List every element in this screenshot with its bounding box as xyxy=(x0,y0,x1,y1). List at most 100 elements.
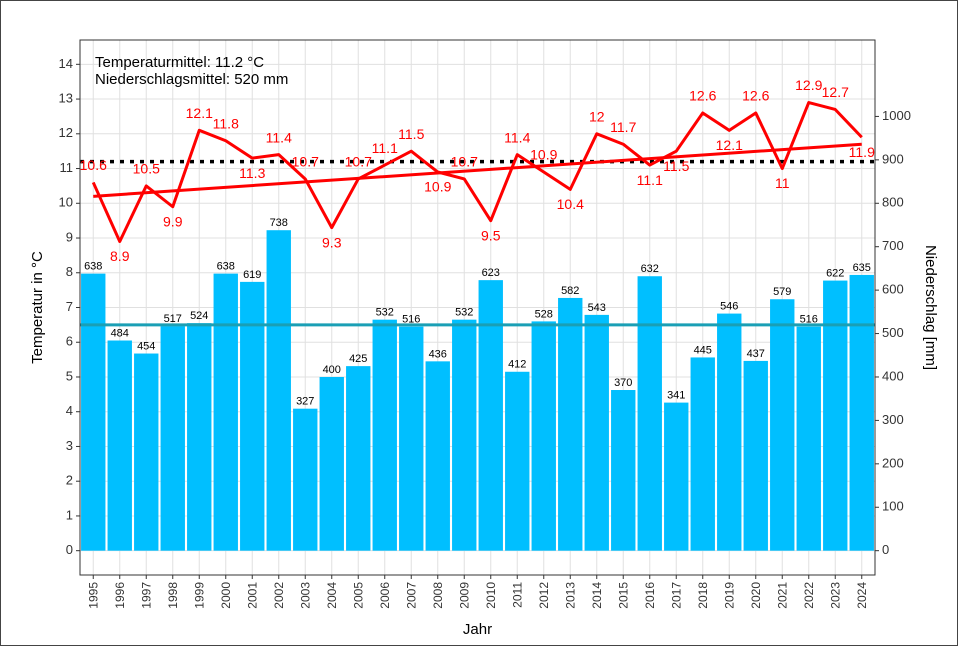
bar xyxy=(584,314,609,551)
x-tick-label: 2016 xyxy=(643,582,657,609)
annotation: Niederschlagsmittel: 520 mm xyxy=(95,71,288,88)
bar-label: 517 xyxy=(164,313,182,325)
y-tick-label: 9 xyxy=(66,229,73,244)
bar-label: 622 xyxy=(826,267,844,279)
bar-label: 738 xyxy=(270,217,288,229)
bar-label: 370 xyxy=(614,377,632,389)
x-tick-label: 2000 xyxy=(219,582,233,609)
temperature-label: 9.9 xyxy=(163,213,183,229)
temperature-label: 11.1 xyxy=(637,172,663,188)
bar xyxy=(505,371,530,551)
bar-label: 638 xyxy=(84,261,102,273)
temperature-label: 10.7 xyxy=(451,154,478,170)
y2-tick-label: 0 xyxy=(882,542,889,557)
bar-label: 632 xyxy=(641,263,659,275)
x-tick-label: 2014 xyxy=(590,582,604,609)
trend-line xyxy=(93,142,862,198)
temperature-label: 12.1 xyxy=(716,137,743,153)
y2-axis-title: Niederschlag [mm] xyxy=(922,245,939,370)
bar-label: 528 xyxy=(535,308,553,320)
plot-border xyxy=(79,39,876,576)
temperature-label: 10.7 xyxy=(292,154,319,170)
x-tick-label: 1998 xyxy=(166,582,180,609)
y-tick-label: 7 xyxy=(66,299,73,314)
temperature-label: 10.5 xyxy=(133,161,160,177)
x-tick-label: 1995 xyxy=(86,582,100,609)
x-tick-label: 2010 xyxy=(484,582,498,609)
temperature-label: 11 xyxy=(775,175,790,191)
bar-label: 638 xyxy=(217,261,235,273)
y-tick-label: 12 xyxy=(59,125,73,140)
y-tick-label: 10 xyxy=(59,195,73,210)
bar-label: 546 xyxy=(720,300,738,312)
x-tick-label: 2017 xyxy=(669,582,683,609)
y-tick-label: 3 xyxy=(66,438,73,453)
bar xyxy=(558,297,583,551)
bar xyxy=(664,402,689,551)
bar xyxy=(266,230,291,551)
bar-label: 425 xyxy=(349,353,367,365)
temperature-label: 11.9 xyxy=(849,144,875,160)
temperature-label: 10.9 xyxy=(424,179,451,195)
y2-tick-label: 700 xyxy=(882,238,904,253)
temperature-label: 11.8 xyxy=(213,115,239,131)
bar xyxy=(107,340,132,551)
annotation: Temperaturmittel: 11.2 °C xyxy=(95,54,264,71)
bar xyxy=(531,321,556,551)
temperature-label: 12.1 xyxy=(186,105,213,121)
x-tick-label: 2008 xyxy=(431,582,445,609)
x-tick-label: 1999 xyxy=(192,582,206,609)
temperature-label: 12.6 xyxy=(689,88,716,104)
temperature-label: 10.7 xyxy=(345,154,372,170)
temperature-label: 12.6 xyxy=(742,88,769,104)
y2-tick-label: 800 xyxy=(882,195,904,210)
temperature-label: 12 xyxy=(589,109,605,125)
y-tick-label: 11 xyxy=(60,160,74,175)
bar-label: 635 xyxy=(853,262,871,274)
bar xyxy=(743,360,768,551)
bar-label: 454 xyxy=(137,340,155,352)
bar-label: 532 xyxy=(376,307,394,319)
bar xyxy=(187,323,212,551)
bar xyxy=(399,326,424,551)
x-tick-label: 2015 xyxy=(616,582,630,609)
x-tick-label: 2003 xyxy=(298,582,312,609)
x-tick-label: 2001 xyxy=(245,582,259,609)
temperature-label: 9.3 xyxy=(322,234,342,250)
bar-label: 341 xyxy=(667,390,685,402)
x-tick-label: 2013 xyxy=(563,582,577,609)
y-tick-label: 8 xyxy=(66,264,73,279)
bar-label: 619 xyxy=(243,269,261,281)
x-tick-label: 2011 xyxy=(510,582,524,608)
x-tick-label: 2007 xyxy=(404,582,418,609)
temperature-label: 8.9 xyxy=(110,248,130,264)
bar-label: 579 xyxy=(773,286,791,298)
x-tick-label: 2024 xyxy=(855,582,869,609)
y-tick-label: 6 xyxy=(66,334,73,349)
temperature-label: 10.4 xyxy=(557,196,584,212)
x-axis-title: Jahr xyxy=(463,621,492,638)
bar xyxy=(293,408,318,551)
temperature-label: 11.4 xyxy=(266,129,292,145)
y2-tick-label: 900 xyxy=(882,151,904,166)
temperature-label: 11.5 xyxy=(398,126,424,142)
temperature-line xyxy=(91,101,863,243)
bar-label: 445 xyxy=(694,344,712,356)
x-tick-label: 2002 xyxy=(272,582,286,609)
temperature-label: 11.5 xyxy=(663,158,689,174)
temperature-label: 11.1 xyxy=(372,140,398,156)
y2-tick-label: 300 xyxy=(882,412,904,427)
y2-tick-label: 100 xyxy=(882,499,904,514)
temperature-label: 12.9 xyxy=(795,77,822,93)
bar-label: 543 xyxy=(588,302,606,314)
bar xyxy=(452,319,477,551)
x-tick-label: 2020 xyxy=(749,582,763,609)
x-tick-label: 2009 xyxy=(457,582,471,609)
temperature-label: 11.3 xyxy=(239,165,265,181)
temperature-label: 11.7 xyxy=(610,119,636,135)
bar xyxy=(823,280,848,551)
x-tick-label: 1997 xyxy=(139,582,153,609)
bar-label: 524 xyxy=(190,310,208,322)
x-tick-label: 2012 xyxy=(537,582,551,609)
y-tick-label: 14 xyxy=(59,56,73,71)
